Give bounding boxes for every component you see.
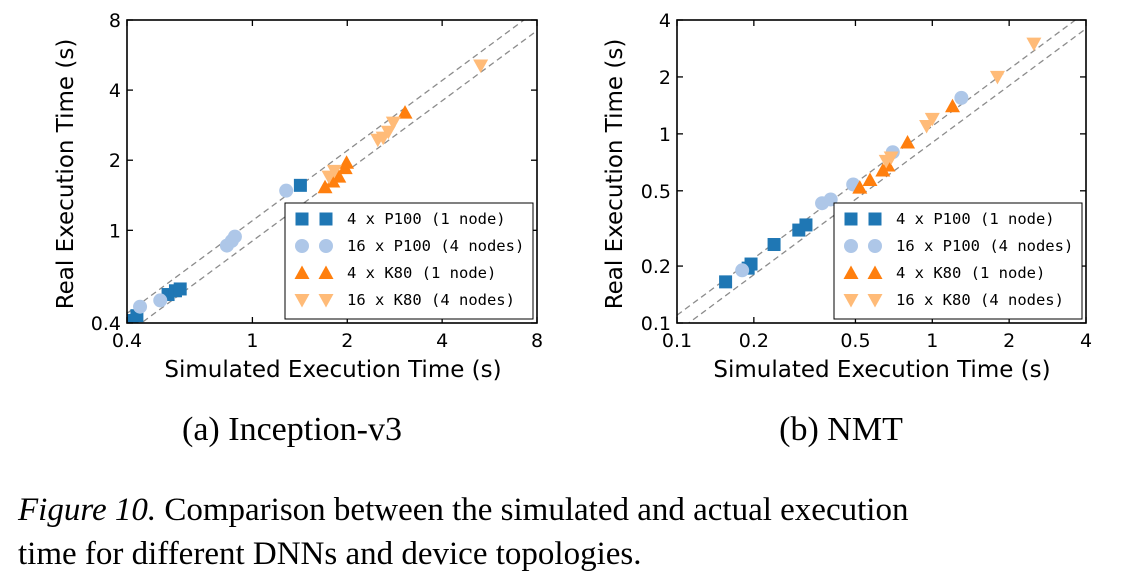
legend-marker-b-2-1	[843, 265, 859, 279]
data-point-a-s2-0	[317, 179, 333, 194]
axes-frame-a	[126, 19, 538, 324]
data-point-a-s2-2	[331, 169, 347, 183]
data-point-a-s2-4	[339, 155, 355, 169]
data-point-b-s1-5	[954, 90, 969, 105]
x-tick-label-b-2: 0.5	[840, 330, 870, 352]
x-tick-label-b-5: 4	[1080, 330, 1092, 352]
data-point-a-s3-5	[385, 116, 401, 131]
axes-frame-b	[676, 19, 1087, 324]
panel-inception: 0.4 1 2 4 8 0.4 1 2 4 8 4 x P100 (1 node) 16 x P100…	[53, 10, 543, 448]
panel-nmt: 0.1 0.2 0.5 1 2 4 0.1 0.2 0.5 1 2 4 4 x P100 (1 node…	[602, 10, 1092, 448]
plot-area-b: 0.1 0.2 0.5 1 2 4 0.1 0.2 0.5 1 2 4 4 x P100 (1 node…	[641, 10, 1092, 352]
legend-label-b-2: 4 x K80 (1 node)	[896, 264, 1045, 282]
data-point-b-s0-0	[719, 275, 733, 289]
legend-marker-a-2-1	[294, 265, 310, 279]
legend-marker-a-0-1	[295, 212, 309, 226]
y-tick-label-a-4: 8	[109, 10, 121, 32]
data-point-a-s3-6	[473, 59, 489, 74]
x-axis-label-a: Simulated Execution Time (s)	[164, 357, 501, 383]
legend-a: 4 x P100 (1 node) 16 x P100 (4 nodes) 4 x …	[284, 202, 534, 320]
legend-marker-a-0-2	[319, 212, 333, 226]
reference-line-a-upper	[127, 20, 526, 314]
y-tick-label-a-0: 0.4	[91, 313, 121, 335]
y-axis-label-b: Real Execution Time (s)	[602, 39, 628, 310]
y-tick-label-a-2: 2	[109, 150, 121, 172]
data-point-a-s1-1	[153, 293, 168, 308]
y-tick-label-b-0: 0.1	[641, 313, 671, 335]
legend-marker-b-2-2	[867, 265, 883, 279]
legend-label-b-0: 4 x P100 (1 node)	[896, 210, 1055, 228]
data-point-b-s3-1	[883, 151, 899, 165]
x-tick-label-a-3: 4	[436, 330, 448, 352]
data-point-b-s2-1	[862, 172, 878, 187]
figure-caption-text-1: Comparison between the simulated and act…	[156, 492, 908, 528]
legend-marker-b-3-1	[843, 294, 859, 308]
data-point-b-s2-0	[852, 180, 868, 194]
y-tick-label-a-1: 1	[109, 220, 121, 242]
legend-marker-b-3-2	[867, 294, 883, 308]
subtitle-b: (b) NMT	[779, 411, 903, 448]
y-axis-label-a: Real Execution Time (s)	[53, 39, 79, 310]
x-axis-label-b: Simulated Execution Time (s)	[713, 357, 1050, 383]
legend-label-b-3: 16 x K80 (4 nodes)	[896, 291, 1064, 309]
legend-marker-b-1-2	[868, 239, 882, 253]
data-point-a-s0-5	[293, 178, 307, 192]
x-tick-label-b-3: 1	[926, 330, 938, 352]
legend-marker-b-1-1	[844, 239, 858, 253]
reference-line-b-lower	[687, 28, 1086, 323]
y-tick-label-a-3: 4	[109, 80, 121, 102]
data-points-b	[719, 37, 1042, 289]
data-point-b-s3-2	[919, 120, 935, 134]
figure-caption-label: Figure 10.	[17, 492, 156, 528]
data-point-a-s3-4	[380, 125, 396, 140]
subtitle-a: (a) Inception-v3	[182, 411, 402, 448]
x-tick-label-a-0: 0.4	[112, 330, 142, 352]
figure-caption-line-2: time for different DNNs and device topol…	[18, 536, 641, 572]
x-tick-label-b-4: 2	[1003, 330, 1015, 352]
data-point-a-s2-5	[397, 105, 413, 119]
legend-label-a-1: 16 x P100 (4 nodes)	[347, 237, 524, 255]
legend-label-b-1: 16 x P100 (4 nodes)	[896, 237, 1073, 255]
data-point-a-s1-0	[133, 299, 148, 314]
data-point-b-s3-3	[924, 112, 940, 127]
y-tick-label-b-3: 1	[659, 124, 671, 146]
legend-marker-a-3-2	[318, 294, 334, 308]
y-tick-label-b-5: 4	[659, 10, 671, 32]
data-point-b-s0-3	[767, 238, 781, 252]
y-tick-label-b-2: 0.5	[641, 181, 671, 203]
x-tick-label-a-1: 1	[246, 330, 258, 352]
data-point-a-s1-4	[227, 229, 242, 244]
legend-label-a-0: 4 x P100 (1 node)	[347, 210, 506, 228]
data-point-a-s0-4	[173, 282, 187, 296]
data-point-b-s2-4	[900, 135, 916, 149]
x-tick-label-b-1: 0.2	[739, 330, 769, 352]
legend-marker-a-1-2	[319, 239, 333, 253]
y-tick-label-b-4: 2	[659, 67, 671, 89]
x-tick-label-a-2: 2	[341, 330, 353, 352]
legend-marker-a-2-2	[318, 265, 334, 279]
data-point-a-s1-5	[279, 183, 294, 198]
x-tick-label-b-0: 0.1	[662, 330, 692, 352]
data-point-b-s0-5	[799, 218, 813, 232]
plot-area-a: 0.4 1 2 4 8 0.4 1 2 4 8 4 x P100 (1 node) 16 x P100…	[91, 10, 543, 352]
figure-caption-line-1: Figure 10. Comparison between the simula…	[17, 492, 908, 528]
legend-label-a-3: 16 x K80 (4 nodes)	[347, 291, 515, 309]
data-point-a-s3-1	[326, 164, 342, 179]
x-tick-label-a-4: 8	[531, 330, 543, 352]
data-points-a	[127, 59, 489, 323]
data-point-b-s2-5	[945, 98, 961, 113]
data-point-b-s1-0	[735, 263, 750, 278]
legend-marker-b-0-1	[844, 212, 858, 226]
legend-b: 4 x P100 (1 node) 16 x P100 (4 nodes) 4 x …	[833, 202, 1083, 320]
data-point-b-s3-5	[1026, 37, 1042, 52]
y-tick-label-b-1: 0.2	[641, 256, 671, 278]
legend-marker-a-1-1	[295, 239, 309, 253]
legend-marker-b-0-2	[868, 212, 882, 226]
data-point-b-s3-4	[989, 70, 1005, 85]
legend-label-a-2: 4 x K80 (1 node)	[347, 264, 496, 282]
legend-marker-a-3-1	[294, 294, 310, 308]
